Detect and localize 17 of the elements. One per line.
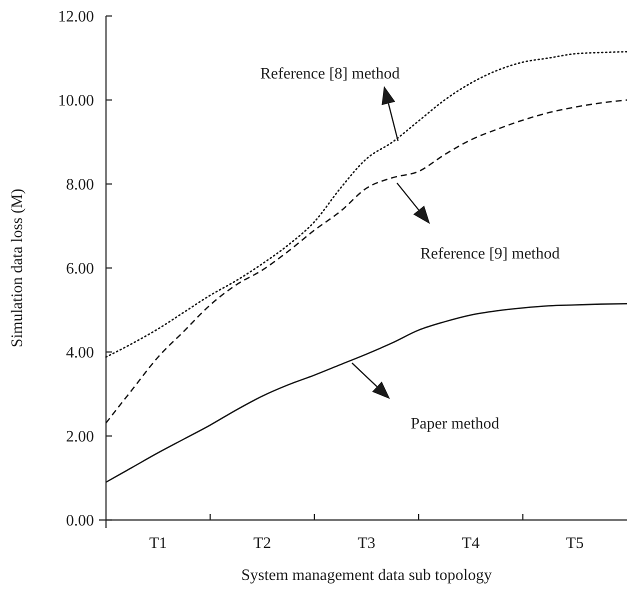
y-tick-label: 4.00 (66, 344, 94, 362)
x-tick-label: T2 (253, 535, 272, 552)
annotation: Reference [9] method (420, 246, 560, 263)
y-tick-label: 0.00 (66, 512, 94, 530)
annotation: Paper method (410, 416, 500, 433)
y-tick-label: 12.00 (58, 8, 94, 26)
x-tick-label: T3 (358, 535, 376, 552)
x-tick-label: T4 (462, 535, 480, 552)
x-tick-label: T1 (149, 535, 167, 552)
annotation: Reference [8] method (260, 66, 400, 83)
y-tick-label: 2.00 (66, 428, 94, 446)
y-axis-title: Simulation data loss (M) (9, 188, 26, 348)
y-tick-label: 10.00 (58, 92, 94, 110)
x-tick-label: T5 (566, 535, 584, 552)
y-tick-label: 8.00 (66, 176, 94, 194)
x-axis-title: System management data sub topology (241, 567, 492, 584)
y-tick-label: 6.00 (66, 260, 94, 278)
